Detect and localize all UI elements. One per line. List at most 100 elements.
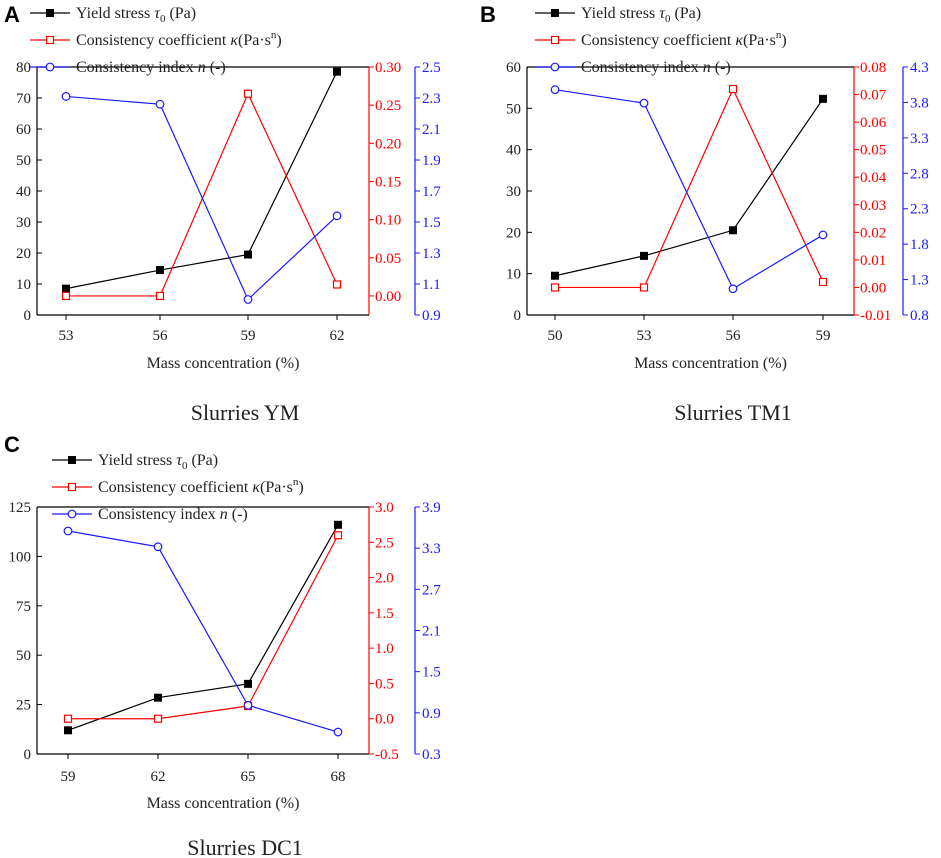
legend-subscript: 0 xyxy=(160,13,166,25)
legend-superscript: n xyxy=(293,476,299,488)
data-point-n xyxy=(243,700,253,710)
data-point-kappa xyxy=(63,714,73,723)
left-tick-label: 70 xyxy=(16,91,31,107)
n-tick-label: 3.8 xyxy=(910,95,929,111)
n-tick-label: 0.9 xyxy=(422,308,441,324)
kappa-tick-label: 0.01 xyxy=(860,253,886,269)
kappa-tick-label: 0.00 xyxy=(860,280,886,296)
legend-marker-yield xyxy=(46,9,54,17)
x-tick-label: 53 xyxy=(59,328,74,344)
left-tick-label: 25 xyxy=(16,698,31,714)
data-point-yield xyxy=(156,266,164,275)
legend-text: Consistency coefficient xyxy=(76,32,230,49)
series-line-kappa xyxy=(66,92,338,297)
legend-unit: (Pa·s xyxy=(743,32,776,49)
legend-label-n: Consistency index n (-) xyxy=(581,59,731,76)
data-point-n xyxy=(639,98,649,108)
n-tick-label: 3.9 xyxy=(422,500,441,516)
left-tick-label: 0 xyxy=(514,308,522,324)
x-tick-label: 62 xyxy=(330,328,345,344)
n-tick-label: 2.3 xyxy=(910,202,929,218)
left-tick-label: 75 xyxy=(16,599,31,615)
legend-label-yield: Yield stress τ0 (Pa) xyxy=(581,5,701,25)
legend-text: Consistency coefficient xyxy=(98,479,252,496)
left-tick-label: 0 xyxy=(24,308,32,324)
n-tick-label: 2.1 xyxy=(422,624,441,640)
x-tick-label: 59 xyxy=(241,328,256,344)
series-line-n xyxy=(554,89,824,290)
kappa-tick-label: 0.06 xyxy=(860,115,887,131)
kappa-tick-label: -0.01 xyxy=(860,308,891,324)
legend-unit: (Pa·s xyxy=(260,479,293,496)
legend-marker-n xyxy=(45,62,55,72)
data-point-kappa xyxy=(818,277,828,287)
legend-superscript: n xyxy=(776,29,782,41)
n-tick-label: 1.3 xyxy=(422,246,441,262)
data-point-n xyxy=(333,727,343,737)
kappa-tick-label: 2.0 xyxy=(375,571,394,587)
kappa-tick-label: 2.5 xyxy=(375,535,394,551)
left-tick-label: 50 xyxy=(506,101,521,117)
series-line-kappa xyxy=(68,534,339,720)
x-tick-label: 56 xyxy=(153,328,169,344)
legend-label-n: Consistency index n (-) xyxy=(98,506,248,523)
legend-text: (Pa) xyxy=(187,452,218,469)
legend-text: (Pa) xyxy=(165,5,196,22)
data-point-yield xyxy=(729,226,737,235)
legend-label-kappa: Consistency coefficient κ(Pa·sn) xyxy=(98,476,304,496)
legend-text: (-) xyxy=(711,59,731,76)
legend-label-yield: Yield stress τ0 (Pa) xyxy=(76,5,196,25)
n-tick-label: 2.1 xyxy=(422,122,441,138)
legend-subscript: 0 xyxy=(665,13,671,25)
legend-marker-yield xyxy=(68,456,76,464)
series-line-yield xyxy=(67,524,339,731)
legend-marker-kappa xyxy=(67,482,77,492)
panel-letter: B xyxy=(480,2,496,27)
legend-unit: (Pa·s xyxy=(238,32,271,49)
data-point-kappa xyxy=(333,531,343,540)
legend-text: (-) xyxy=(228,506,248,523)
legend-symbol: τ xyxy=(659,5,666,22)
series-line-n xyxy=(65,95,338,301)
series-line-kappa xyxy=(555,87,824,289)
n-tick-label: 1.9 xyxy=(422,153,441,169)
legend-text: Yield stress xyxy=(76,5,154,22)
n-tick-label: 1.1 xyxy=(422,277,441,293)
left-tick-label: 100 xyxy=(9,549,32,565)
data-point-kappa xyxy=(153,714,163,723)
data-point-n xyxy=(243,295,253,304)
kappa-tick-label: 0.05 xyxy=(375,251,401,267)
x-tick-label: 68 xyxy=(331,769,346,785)
n-tick-label: 0.8 xyxy=(910,308,929,324)
legend-symbol: n xyxy=(198,59,206,76)
data-point-kappa xyxy=(639,283,649,292)
chart-panel-a: A 0 10 20 30 40 50 60 70 80 0.00 0.05 0.10 0.15 0.20 0.… xyxy=(4,2,441,425)
data-point-n xyxy=(818,230,828,240)
x-axis-title: Mass concentration (%) xyxy=(147,355,300,372)
kappa-tick-label: 0.0 xyxy=(375,712,394,728)
left-tick-label: 50 xyxy=(16,153,31,169)
n-tick-label: 4.3 xyxy=(910,60,929,76)
data-point-yield xyxy=(334,520,342,529)
x-tick-label: 59 xyxy=(61,769,76,785)
data-point-kappa xyxy=(550,283,560,292)
legend-label-yield: Yield stress τ0 (Pa) xyxy=(98,452,218,472)
legend-symbol: κ xyxy=(735,32,743,49)
legend-text: Yield stress xyxy=(98,452,176,469)
kappa-tick-label: 0.10 xyxy=(375,213,401,229)
kappa-tick-label: 0.04 xyxy=(860,170,887,186)
data-point-yield xyxy=(333,67,341,76)
legend-label-n: Consistency index n (-) xyxy=(76,59,226,76)
kappa-tick-label: 1.0 xyxy=(375,641,394,657)
x-tick-label: 62 xyxy=(151,769,166,785)
data-point-kappa xyxy=(155,291,165,301)
legend-marker-kappa xyxy=(550,35,560,45)
legend-superscript: n xyxy=(271,29,277,41)
legend-label-kappa: Consistency coefficient κ(Pa·sn) xyxy=(76,29,282,49)
kappa-tick-label: 0.08 xyxy=(860,60,886,76)
n-tick-label: 2.3 xyxy=(422,91,441,107)
kappa-tick-label: -0.5 xyxy=(375,747,399,763)
left-tick-label: 60 xyxy=(16,122,31,138)
x-tick-label: 50 xyxy=(548,328,563,344)
